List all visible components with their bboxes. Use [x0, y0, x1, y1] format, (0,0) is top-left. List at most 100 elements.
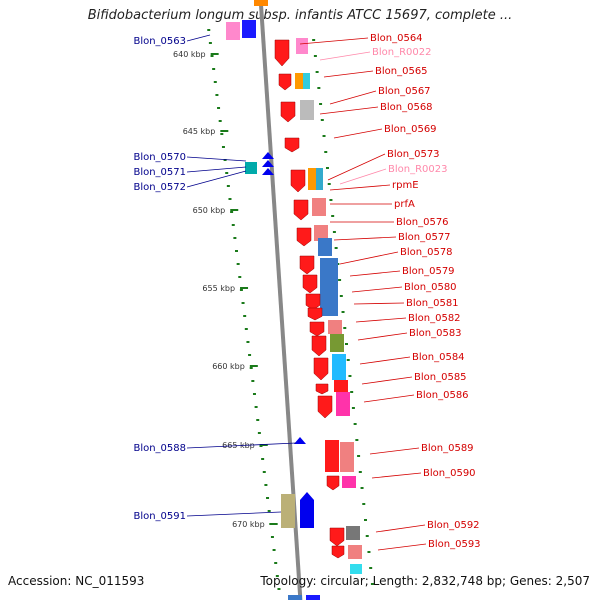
gene-arrow [280, 101, 296, 123]
right-gene-label: Blon_0568 [380, 102, 433, 113]
kbp-label: 655 kbp [202, 284, 235, 293]
gene-box [334, 380, 348, 392]
gene-box [340, 442, 354, 472]
gene-arrow [315, 383, 329, 395]
right-gene-label: Blon_0583 [409, 328, 462, 339]
right-gene-label: Blon_0592 [427, 520, 480, 531]
left-gene-label: Blon_0591 [133, 511, 186, 522]
right-leader-line [349, 270, 401, 277]
right-leader-line [333, 236, 397, 241]
right-rna-label: Blon_R0023 [388, 164, 448, 175]
right-leader-line [357, 332, 408, 341]
left-labels: Blon_0563 Blon_0570 Blon_0571 Blon_0572 Blon… [133, 34, 297, 522]
gene-box [288, 595, 302, 600]
gene-arrow-reverse [294, 437, 306, 444]
right-gene-label: Blon_0582 [408, 313, 461, 324]
gene-box [226, 22, 240, 40]
gene-box [281, 494, 295, 528]
left-leader-line [186, 156, 247, 162]
kbp-label: 670 kbp [232, 520, 265, 529]
right-gene-label: Blon_0585 [414, 372, 467, 383]
right-gene-label: Blon_0593 [428, 539, 481, 550]
left-gene-label: Blon_0570 [133, 152, 186, 163]
right-gene-label: Blon_0580 [404, 282, 457, 293]
gene-box [318, 238, 332, 256]
right-gene-label: Blon_0578 [400, 247, 453, 258]
right-leader-line [359, 356, 411, 365]
gene-box [346, 526, 360, 540]
gene-arrow [313, 357, 329, 381]
right-leader-line [355, 317, 407, 323]
gene-arrow [274, 39, 290, 67]
right-gene-label: Blon_0584 [412, 352, 465, 363]
gene-box [295, 73, 303, 89]
right-leader-line [323, 70, 374, 78]
right-gene-label: Blon_0569 [384, 124, 437, 135]
left-leader-line [186, 511, 282, 517]
right-leader-line [361, 376, 413, 385]
gene-arrow [302, 274, 318, 294]
right-leader-line [329, 90, 377, 105]
right-labels: Blon_0564 Blon_R0022 Blon_0565 Blon_0567 Blo… [299, 33, 481, 551]
right-gene-label: Blon_0565 [375, 66, 428, 77]
right-leader-line [371, 472, 422, 479]
gene-box [306, 595, 320, 600]
right-leader-line [319, 51, 371, 61]
right-rna-label: Blon_R0022 [372, 47, 432, 58]
kbp-label: 650 kbp [193, 206, 226, 215]
genome-stats-text: Topology: circular; Length: 2,832,748 bp… [260, 574, 590, 588]
right-leader-line [369, 447, 420, 455]
right-gene-label: Blon_0590 [423, 468, 476, 479]
right-leader-line [299, 37, 369, 45]
gene-arrow-reverse [262, 152, 274, 159]
gene-box [320, 258, 338, 316]
gene-box [300, 100, 314, 120]
gene-arrow [293, 199, 309, 221]
gene-box [342, 476, 356, 488]
right-leader-line [353, 302, 405, 305]
gene-arrow [329, 527, 345, 547]
right-gene-label: Blon_0564 [370, 33, 423, 44]
right-gene-label: Blon_0576 [396, 217, 449, 228]
left-leader-line [186, 166, 247, 173]
gene-box [303, 73, 310, 89]
gene-box [314, 225, 328, 241]
gene-arrow [307, 307, 323, 321]
right-gene-label: Blon_0577 [398, 232, 451, 243]
gene-box [348, 545, 362, 559]
left-gene-label: Blon_0571 [133, 167, 186, 178]
right-leader-line [329, 184, 391, 191]
gene-box [254, 0, 268, 6]
gene-arrow-reverse [262, 168, 274, 175]
right-leader-line [339, 168, 387, 185]
gene-arrow [309, 321, 325, 337]
gene-box [325, 440, 339, 472]
gene-box [316, 168, 323, 190]
gene-box [312, 198, 326, 216]
gene-arrow [317, 395, 333, 419]
right-gene-label: Blon_0579 [402, 266, 455, 277]
map-title: Bifidobacterium longum subsp. infantis A… [87, 8, 513, 23]
gene-box [296, 38, 308, 54]
gene-arrow [296, 227, 312, 247]
right-gene-label: prfA [394, 199, 415, 210]
right-leader-line [327, 153, 386, 181]
right-leader-line [377, 543, 427, 551]
gene-arrow-reverse [262, 160, 274, 167]
kbp-label: 640 kbp [173, 50, 206, 59]
right-gene-label: rpmE [392, 180, 419, 191]
gene-box [245, 162, 257, 174]
gene-box [332, 354, 346, 380]
accession-text: Accession: NC_011593 [8, 574, 145, 588]
kbp-label: 645 kbp [183, 127, 216, 136]
left-gene-label: Blon_0588 [133, 443, 186, 454]
kbp-label: 660 kbp [212, 362, 245, 371]
gene-arrow [290, 169, 306, 193]
feature-track [226, 0, 362, 600]
gene-arrow [284, 137, 300, 153]
left-gene-label: Blon_0563 [133, 36, 186, 47]
gene-box [336, 392, 350, 416]
left-leader-line [186, 442, 297, 449]
